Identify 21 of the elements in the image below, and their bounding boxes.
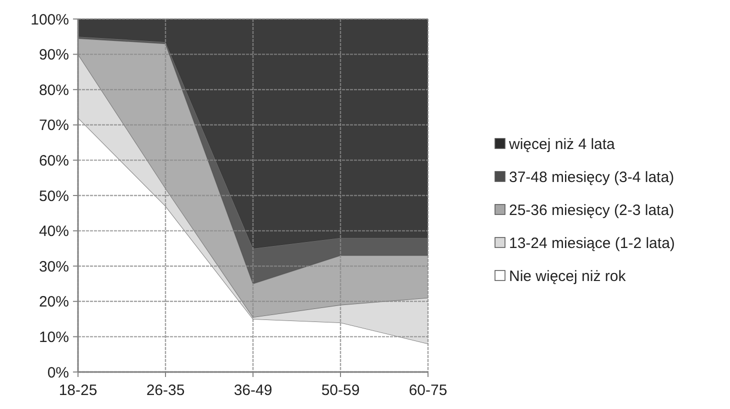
x-tick-label: 18-25 <box>58 382 98 399</box>
y-tick-label: 30% <box>38 258 69 276</box>
legend-label: 37-48 miesięcy (3-4 lata) <box>509 168 674 186</box>
x-tick-label: 60-75 <box>408 382 448 399</box>
legend-label: 13-24 miesiące (1-2 lata) <box>509 234 675 252</box>
legend-label: Nie więcej niż rok <box>509 268 626 285</box>
y-tick-label: 0% <box>47 364 69 382</box>
y-tick-label: 70% <box>38 117 69 134</box>
y-tick-label: 40% <box>38 223 69 240</box>
x-tick-label: 26-35 <box>146 382 185 399</box>
y-tick-label: 10% <box>38 328 69 346</box>
y-tick-label: 80% <box>38 82 69 99</box>
x-tick-label: 36-49 <box>234 382 272 399</box>
x-tick-label: 50-59 <box>321 382 360 399</box>
y-tick-label: 90% <box>38 46 69 64</box>
y-tick-label: 50% <box>38 188 69 205</box>
y-tick-label: 20% <box>38 294 69 311</box>
y-tick-label: 100% <box>30 11 69 28</box>
y-tick-label: 60% <box>38 152 69 170</box>
legend-label: więcej niż 4 lata <box>508 136 616 153</box>
legend-label: 25-36 miesięcy (2-3 lata) <box>509 202 674 219</box>
